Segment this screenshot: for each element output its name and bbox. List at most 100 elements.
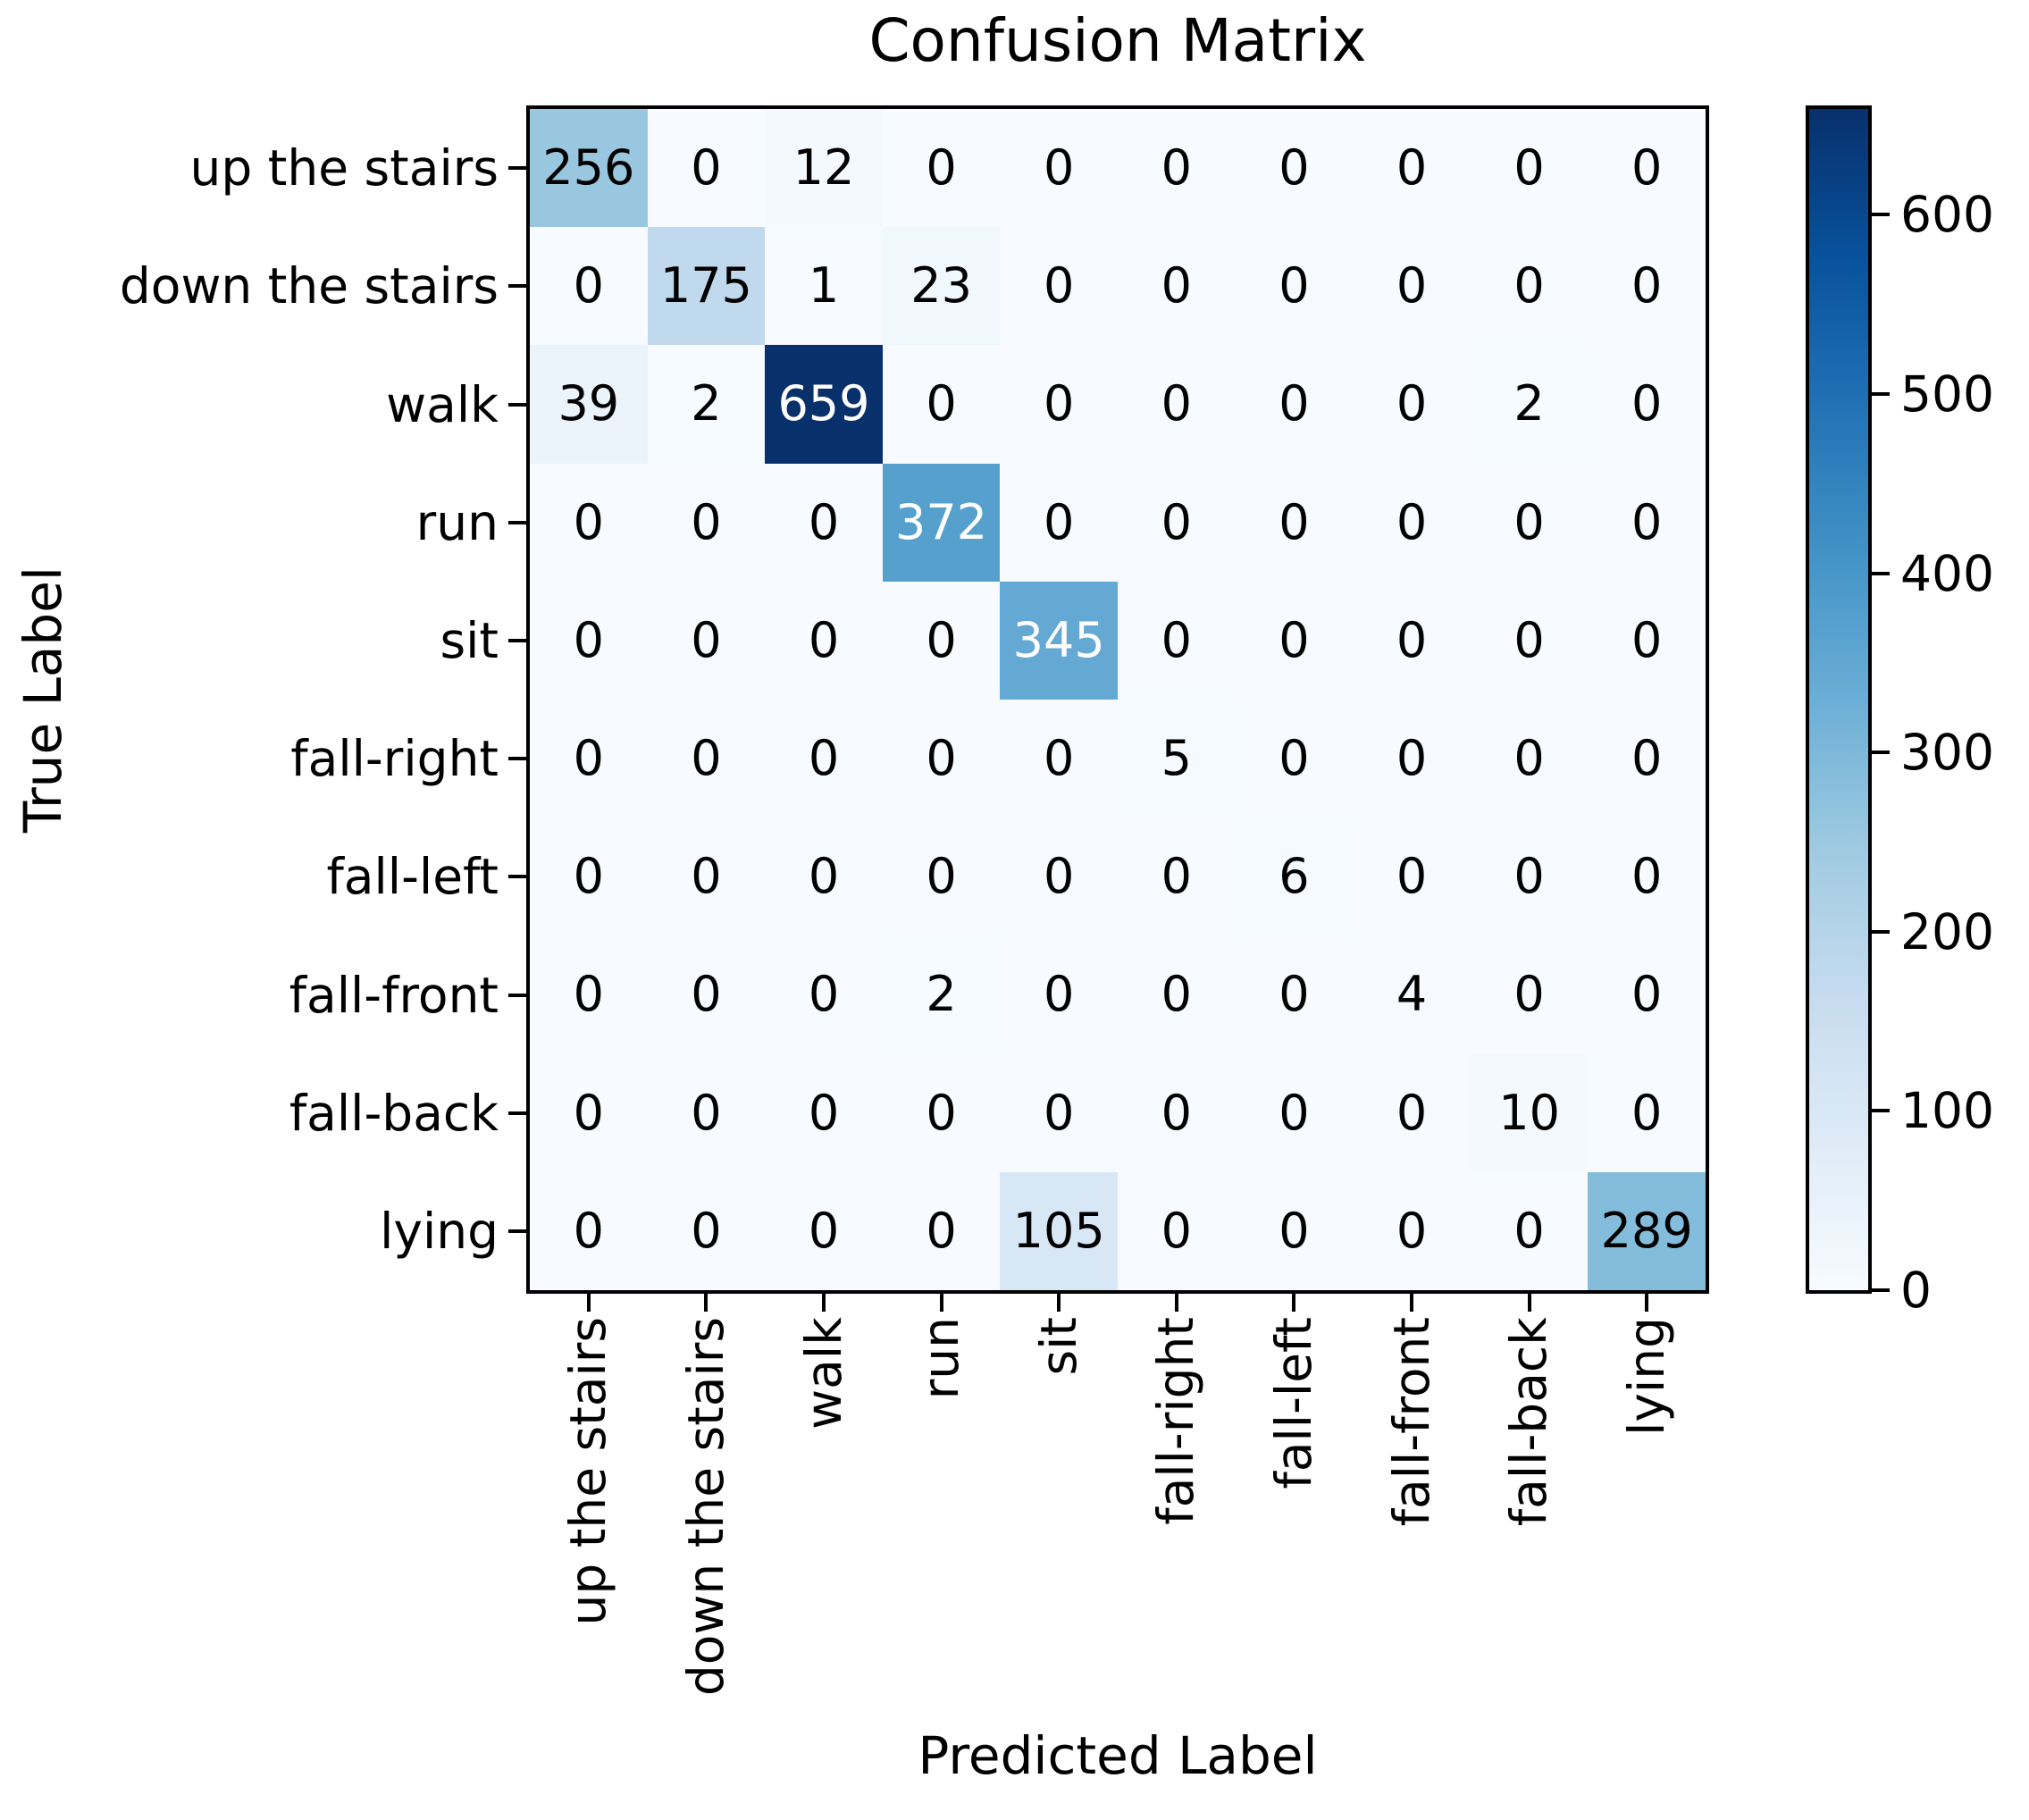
heatmap-cell: 0: [1470, 581, 1589, 700]
heatmap-cell: 10: [1470, 1053, 1589, 1172]
heatmap-cell: 0: [1000, 1053, 1118, 1172]
colorbar-tick: [1872, 571, 1890, 575]
heatmap-cell: 0: [765, 699, 883, 818]
y-axis-tick: [508, 638, 526, 642]
heatmap-cell: 0: [765, 463, 883, 582]
x-axis-tick: [1057, 1294, 1061, 1312]
heatmap-cell: 0: [1588, 109, 1706, 228]
heatmap-cell: 0: [530, 935, 648, 1054]
heatmap-cell: 0: [1235, 935, 1354, 1054]
heatmap-cell: 175: [647, 227, 766, 346]
heatmap-cell: 0: [530, 227, 648, 346]
heatmap-cell: 0: [530, 581, 648, 700]
y-axis-tick: [508, 757, 526, 761]
heatmap-cell: 0: [882, 109, 1001, 228]
x-axis-tick: [1174, 1294, 1178, 1312]
heatmap-cell: 0: [1118, 1171, 1236, 1290]
heatmap: 256 0 12 0 0 0 0 0 0 0 0 175 1 23 0 0 0 0 0 0 39 2 659 0 0 0 0 0 2 0 0…: [530, 109, 1706, 1290]
y-tick-label: fall-right: [290, 730, 499, 788]
x-axis-tick: [1292, 1294, 1296, 1312]
heatmap-cell: 5: [1118, 699, 1236, 818]
heatmap-cell: 0: [1470, 699, 1589, 818]
heatmap-cell: 0: [530, 463, 648, 582]
heatmap-cell: 0: [765, 581, 883, 700]
heatmap-cell: 39: [530, 345, 648, 464]
heatmap-cell: 0: [530, 1171, 648, 1290]
heatmap-cell: 0: [765, 1171, 883, 1290]
heatmap-cell: 0: [1000, 699, 1118, 818]
heatmap-cell: 0: [647, 935, 766, 1054]
heatmap-cell: 0: [1353, 1053, 1471, 1172]
heatmap-cell: 0: [1353, 699, 1471, 818]
heatmap-cell: 0: [647, 699, 766, 818]
heatmap-cell: 2: [647, 345, 766, 464]
heatmap-cell: 0: [1235, 227, 1354, 346]
heatmap-cell: 0: [882, 699, 1001, 818]
heatmap-cell: 0: [1118, 935, 1236, 1054]
heatmap-cell: 0: [1118, 227, 1236, 346]
colorbar-tick-label: 400: [1900, 544, 1994, 602]
heatmap-cell: 0: [647, 1171, 766, 1290]
heatmap-cell: 0: [1353, 227, 1471, 346]
heatmap-cell: 0: [1353, 581, 1471, 700]
colorbar-tick-label: 500: [1900, 365, 1994, 423]
colorbar-tick: [1872, 1288, 1890, 1292]
heatmap-cell: 0: [1353, 818, 1471, 936]
colorbar-tick: [1872, 1109, 1890, 1113]
y-axis-tick: [508, 1111, 526, 1115]
heatmap-cell: 0: [1588, 463, 1706, 582]
y-axis-tick: [508, 166, 526, 171]
y-axis-tick: [508, 402, 526, 407]
heatmap-cell: 289: [1588, 1171, 1706, 1290]
heatmap-cell: 0: [647, 1053, 766, 1172]
chart-title: Confusion Matrix: [868, 6, 1367, 75]
heatmap-cell: 105: [1000, 1171, 1118, 1290]
colorbar-tick: [1872, 391, 1890, 396]
x-axis-tick: [586, 1294, 591, 1312]
heatmap-cell: 0: [765, 1053, 883, 1172]
heatmap-cell: 0: [647, 818, 766, 936]
colorbar-tick: [1872, 929, 1890, 934]
x-axis-tick: [939, 1294, 943, 1312]
heatmap-cell: 0: [1118, 345, 1236, 464]
heatmap-cell: 0: [1118, 581, 1236, 700]
x-axis-tick: [822, 1294, 826, 1312]
heatmap-cell: 0: [1000, 818, 1118, 936]
heatmap-cell: 0: [1470, 227, 1589, 346]
heatmap-cell: 23: [882, 227, 1001, 346]
heatmap-cell: 372: [882, 463, 1001, 582]
colorbar-tick: [1872, 213, 1890, 217]
heatmap-cell: 0: [647, 109, 766, 228]
heatmap-cell: 0: [647, 581, 766, 700]
y-tick-label: sit: [440, 611, 499, 669]
colorbar-tick-label: 600: [1900, 186, 1994, 244]
x-tick-label: fall-right: [1147, 1317, 1205, 1525]
heatmap-cell: 0: [1588, 935, 1706, 1054]
heatmap-cell: 0: [1588, 345, 1706, 464]
heatmap-cell: 0: [1000, 345, 1118, 464]
heatmap-cell: 0: [647, 463, 766, 582]
colorbar-tick-label: 100: [1900, 1082, 1994, 1140]
heatmap-cell: 0: [1118, 463, 1236, 582]
heatmap-cell: 0: [1470, 109, 1589, 228]
y-tick-label: down the stairs: [119, 257, 499, 315]
heatmap-cell: 0: [1588, 227, 1706, 346]
x-axis-title: Predicted Label: [918, 1725, 1318, 1786]
heatmap-cell: 0: [1470, 818, 1589, 936]
heatmap-cell: 0: [1235, 1171, 1354, 1290]
y-axis-tick: [508, 520, 526, 524]
heatmap-cell: 0: [765, 935, 883, 1054]
x-tick-label: sit: [1029, 1317, 1087, 1376]
y-axis-tick: [508, 1229, 526, 1233]
heatmap-cell: 0: [1470, 463, 1589, 582]
y-axis-tick: [508, 284, 526, 289]
x-tick-label: down the stairs: [676, 1317, 734, 1697]
x-axis-tick: [1527, 1294, 1531, 1312]
heatmap-cell: 0: [1118, 109, 1236, 228]
heatmap-cell: 345: [1000, 581, 1118, 700]
heatmap-cell: 6: [1235, 818, 1354, 936]
heatmap-cell: 0: [1118, 818, 1236, 936]
heatmap-cell: 12: [765, 109, 883, 228]
heatmap-cell: 0: [530, 699, 648, 818]
